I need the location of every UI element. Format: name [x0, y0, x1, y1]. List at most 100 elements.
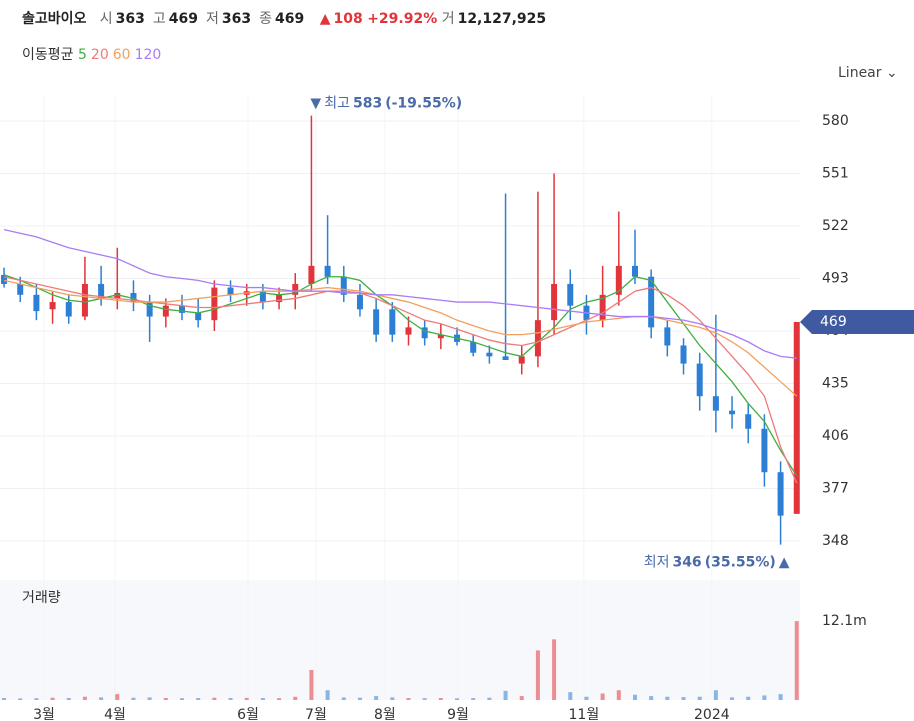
candle-body — [340, 276, 347, 295]
candle-body — [648, 276, 655, 328]
candle-body — [162, 305, 169, 317]
volume-bar — [66, 698, 71, 700]
field-label: 시 — [99, 11, 113, 27]
volume-bar — [568, 692, 573, 700]
y-tick-label: 435 — [822, 376, 849, 392]
volume-bar — [616, 690, 621, 700]
candle-body — [502, 356, 509, 360]
volume-bar — [406, 698, 411, 700]
candle-body — [664, 327, 671, 346]
candle-body — [227, 287, 234, 295]
volume-bar — [503, 690, 508, 700]
field-value: 363 — [221, 11, 252, 27]
volume-bar — [277, 698, 282, 700]
y-tick-label: 406 — [822, 428, 849, 444]
candle-body — [712, 396, 719, 411]
volume-bar — [99, 697, 104, 700]
volume-bar — [519, 696, 524, 700]
max-arrow: ▼ — [310, 96, 321, 112]
candle-body — [114, 293, 121, 299]
x-tick-label: 6월 — [237, 707, 259, 721]
candle-body — [98, 283, 105, 299]
volume-bar — [794, 621, 799, 700]
change-pct: +29.92% — [367, 11, 438, 27]
candle-body — [259, 291, 266, 303]
min-value: 346 — [672, 555, 701, 571]
volume-bar — [131, 697, 136, 700]
volume-bar — [535, 650, 540, 700]
stock-name: 솔고바이오 — [22, 11, 87, 27]
x-tick-label: 9월 — [447, 707, 469, 721]
candle-body — [567, 283, 574, 306]
ma-label: 이동평균 — [22, 47, 74, 63]
candle-body — [793, 321, 800, 514]
min-text: 최저 — [644, 555, 670, 571]
field-value: 469 — [275, 11, 305, 27]
price-tag — [800, 309, 914, 334]
min-pct: (35.55%) — [705, 555, 776, 571]
scale-mode[interactable]: Linear ⌄ — [838, 65, 898, 81]
candle-body — [437, 334, 444, 339]
candle-body — [211, 287, 218, 321]
scale-mode-label[interactable]: Linear — [838, 65, 882, 81]
candle-body — [195, 312, 202, 321]
volume-bar — [18, 698, 23, 700]
y-tick-label: 348 — [822, 533, 849, 549]
volume-title: 거래량 — [22, 590, 61, 606]
candle-body — [777, 472, 784, 516]
ma-legend-item: 60 — [112, 47, 131, 63]
volume-bar — [2, 698, 7, 700]
volume-bar — [438, 698, 443, 700]
change-value: 108 — [333, 11, 363, 27]
candle-body — [389, 309, 396, 335]
volume-bar — [632, 694, 637, 700]
candle-body — [33, 294, 40, 312]
candle-body — [130, 293, 137, 303]
ma-legend-item: 20 — [90, 47, 109, 63]
candle-body — [324, 265, 331, 277]
volume-bar — [697, 696, 702, 700]
candle-body — [17, 283, 24, 295]
candle-body — [486, 352, 493, 357]
ma-legend-item: 120 — [134, 47, 162, 63]
volume-bar — [147, 697, 152, 700]
candle-body — [49, 302, 56, 310]
max-text: 최고 — [324, 96, 350, 112]
y-tick-label: 377 — [822, 480, 849, 496]
candle-body — [65, 302, 72, 317]
ma-line — [3, 274, 798, 477]
fields: 시 363 고 469 저 363 종 469 — [100, 11, 313, 27]
candle-body — [761, 428, 768, 473]
volume-bar — [584, 696, 589, 700]
volume-bar — [115, 694, 120, 700]
candle-body — [551, 283, 558, 321]
x-tick-label: 8월 — [374, 707, 396, 721]
candle-body — [518, 356, 525, 364]
change-arrow: ▲ — [319, 11, 331, 27]
volume-bar — [422, 698, 427, 700]
ma-legend: 이동평균 5 20 60 120 — [22, 44, 165, 64]
y-tick-label: 493 — [822, 271, 849, 287]
x-tick-label: 2024 — [694, 707, 730, 721]
candle-body — [599, 294, 606, 321]
volume-bar — [196, 698, 201, 700]
volume-bar — [713, 690, 718, 700]
volume-bar — [730, 697, 735, 700]
volume-bar — [552, 639, 557, 700]
volume-bar — [309, 670, 314, 700]
candle-body — [680, 345, 687, 364]
candle-body — [421, 327, 428, 339]
header: 솔고바이오 시 363 고 469 저 363 종 469 ▲ 108 +29.92% 거 12,… — [22, 8, 546, 28]
x-tick-label: 7월 — [305, 707, 327, 721]
volume-bar — [681, 697, 686, 700]
max-value: 583 — [353, 96, 382, 112]
ma-line — [3, 229, 797, 359]
volume-bar — [374, 696, 379, 700]
max-annotation: ▼ 최고 583 (-19.55%) — [310, 96, 462, 112]
candle-body — [405, 327, 412, 335]
volume-value: 12,127,925 — [457, 11, 547, 27]
candle-body — [631, 265, 638, 277]
field-value: 363 — [115, 11, 145, 27]
